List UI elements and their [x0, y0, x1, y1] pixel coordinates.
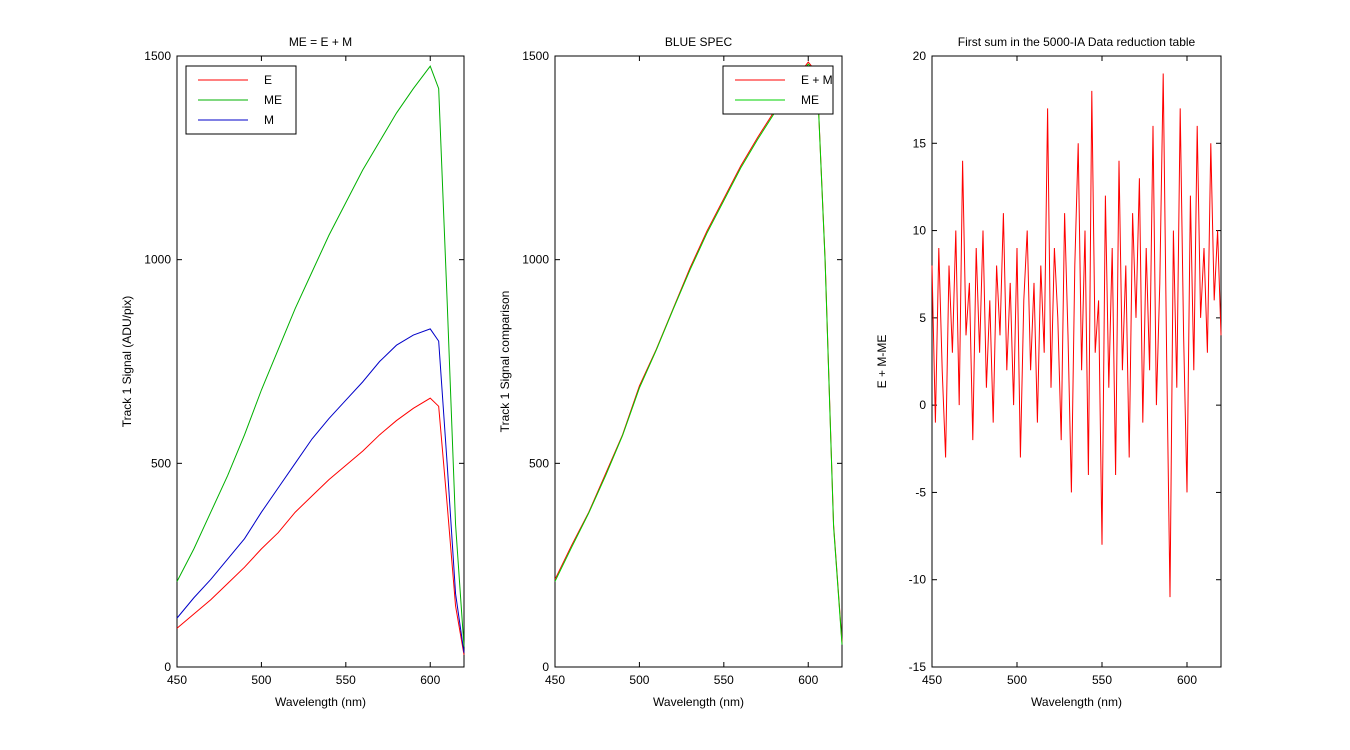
legend: E + M ME	[722, 65, 834, 115]
x-tick-label: 550	[714, 673, 734, 687]
legend: E ME M	[185, 65, 297, 135]
y-tick-label: 1500	[522, 49, 549, 63]
chart-title: First sum in the 5000-IA Data reduction …	[958, 35, 1196, 49]
y-tick-label: 500	[151, 456, 171, 470]
y-tick-label: -15	[909, 660, 927, 674]
chart-title: ME = E + M	[289, 35, 352, 49]
y-tick-label: 0	[919, 398, 926, 412]
y-axis-label: E + M-ME	[875, 335, 889, 389]
y-tick-label: 1000	[522, 253, 549, 267]
y-tick-label: 5	[919, 311, 926, 325]
y-axis-label: Track 1 Signal comparison	[498, 291, 512, 433]
y-tick-label: 1500	[144, 49, 171, 63]
legend-label: ME	[264, 93, 282, 107]
x-axis-label: Wavelength (nm)	[653, 695, 744, 709]
subplot: First sum in the 5000-IA Data reduction …	[875, 35, 1222, 709]
plot-area	[176, 55, 465, 668]
x-tick-label: 500	[251, 673, 271, 687]
plot-area	[931, 55, 1222, 668]
series-line	[176, 65, 465, 647]
x-axis-label: Wavelength (nm)	[275, 695, 366, 709]
series-line	[176, 397, 465, 655]
legend-box	[722, 65, 834, 115]
y-tick-label: 0	[542, 660, 549, 674]
series-line	[931, 73, 1222, 598]
y-tick-label: 15	[913, 136, 927, 150]
chart-title: BLUE SPEC	[665, 35, 733, 49]
x-tick-label: 550	[336, 673, 356, 687]
x-tick-label: 550	[1092, 673, 1112, 687]
plot-area	[554, 55, 843, 668]
x-tick-label: 600	[420, 673, 440, 687]
y-tick-label: -5	[915, 485, 926, 499]
x-tick-label: 500	[629, 673, 649, 687]
subplot: BLUE SPEC Wavelength (nm) Track 1 Signal c…	[498, 35, 843, 709]
series-line	[176, 328, 465, 653]
y-tick-label: 500	[529, 456, 549, 470]
subplot: ME = E + M Wavelength (nm) Track 1 Signal …	[120, 35, 465, 709]
legend-label: E	[264, 73, 272, 87]
x-tick-label: 450	[545, 673, 565, 687]
x-axis-label: Wavelength (nm)	[1031, 695, 1122, 709]
x-tick-label: 600	[1177, 673, 1197, 687]
x-tick-label: 450	[922, 673, 942, 687]
legend-label: ME	[801, 93, 819, 107]
x-tick-label: 600	[798, 673, 818, 687]
legend-label: E + M	[801, 73, 833, 87]
y-tick-label: 20	[913, 49, 927, 63]
y-tick-label: 1000	[144, 253, 171, 267]
legend-label: M	[264, 113, 274, 127]
y-tick-label: 10	[913, 224, 927, 238]
x-tick-label: 500	[1007, 673, 1027, 687]
y-tick-label: 0	[164, 660, 171, 674]
y-axis-label: Track 1 Signal (ADU/pix)	[120, 296, 134, 428]
x-tick-label: 450	[167, 673, 187, 687]
y-tick-label: -10	[909, 573, 927, 587]
